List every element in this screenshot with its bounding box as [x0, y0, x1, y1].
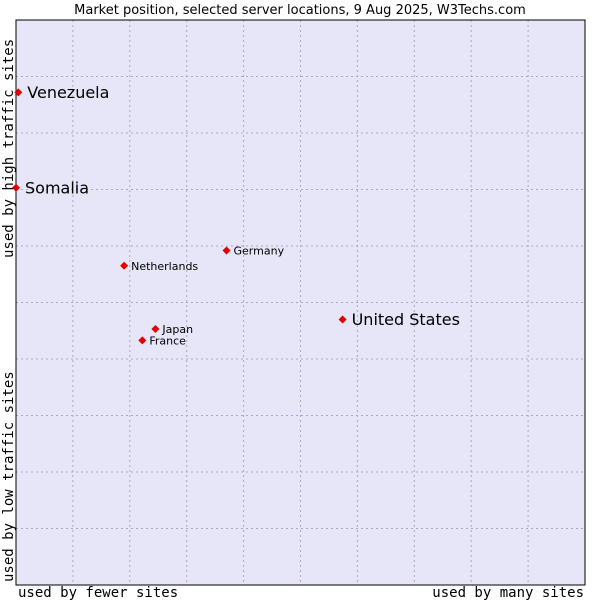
x-axis-label-low: used by fewer sites — [18, 585, 178, 600]
y-axis-label-low: used by low traffic sites — [1, 371, 17, 582]
data-point-marker — [120, 261, 129, 270]
data-point-marker — [338, 315, 347, 324]
data-point-label: Venezuela — [27, 83, 109, 102]
points: Venezuela Somalia Germany Netherlands United… — [12, 83, 460, 347]
chart-title: Market position, selected server locatio… — [74, 3, 526, 18]
data-point-label: France — [149, 334, 186, 347]
plot-border — [15, 19, 586, 586]
data-point-label: Japan — [161, 323, 193, 336]
x-axis-label-high: used by many sites — [432, 585, 584, 600]
data-point-marker — [138, 336, 147, 345]
data-point-marker — [12, 183, 20, 192]
data-point-marker — [14, 88, 23, 97]
data-point-label: Netherlands — [131, 260, 198, 273]
data-point-label: Germany — [234, 245, 285, 258]
grid — [16, 20, 585, 585]
y-axis-label-high: used by high traffic sites — [1, 39, 17, 258]
data-point-marker — [222, 246, 231, 255]
data-point-label: Somalia — [25, 178, 89, 197]
data-point-label: United States — [352, 310, 460, 329]
data-point-marker — [151, 325, 160, 334]
